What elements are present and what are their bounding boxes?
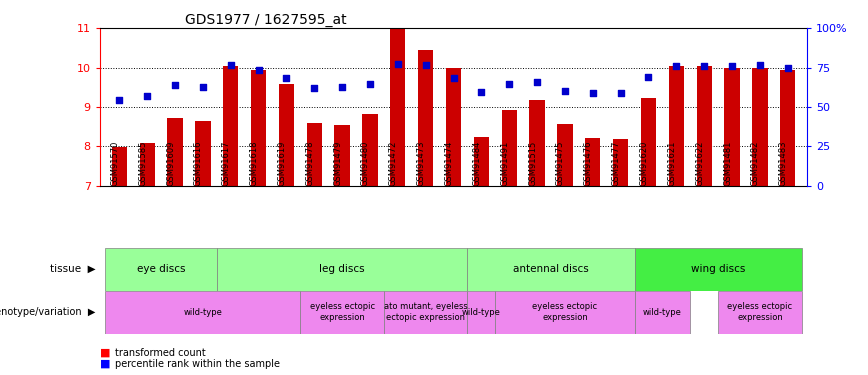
Text: percentile rank within the sample: percentile rank within the sample	[115, 359, 280, 369]
Bar	[279, 84, 294, 186]
Text: wild-type: wild-type	[462, 308, 501, 316]
Text: ■: ■	[100, 348, 110, 357]
Point	[781, 64, 795, 70]
Text: leg discs: leg discs	[319, 264, 365, 274]
Bar	[668, 66, 684, 186]
Point	[753, 62, 766, 68]
Point	[168, 82, 182, 88]
Text: GDS1977 / 1627595_at: GDS1977 / 1627595_at	[185, 13, 346, 27]
Bar	[334, 124, 350, 186]
Text: eyeless ectopic
expression: eyeless ectopic expression	[532, 303, 597, 322]
Point	[530, 80, 544, 86]
Text: eyeless ectopic
expression: eyeless ectopic expression	[310, 303, 375, 322]
Point	[252, 67, 266, 73]
Point	[446, 75, 460, 81]
Point	[224, 62, 238, 68]
Point	[363, 81, 377, 87]
Bar	[112, 147, 127, 186]
Text: eyeless ectopic
expression: eyeless ectopic expression	[727, 303, 792, 322]
Bar	[696, 66, 712, 186]
Point	[558, 88, 572, 94]
Point	[697, 63, 711, 69]
Bar	[391, 28, 405, 186]
Bar	[418, 50, 433, 186]
Bar	[635, 248, 802, 291]
Point	[196, 84, 210, 90]
Bar	[468, 291, 496, 334]
Bar	[217, 248, 468, 291]
Bar	[557, 124, 573, 186]
Text: genotype/variation  ▶: genotype/variation ▶	[0, 307, 95, 317]
Bar	[474, 137, 489, 186]
Bar	[641, 98, 656, 186]
Bar	[585, 138, 601, 186]
Bar	[300, 291, 384, 334]
Point	[112, 97, 126, 103]
Bar	[780, 70, 795, 186]
Bar	[496, 291, 635, 334]
Point	[391, 60, 404, 67]
Bar	[362, 114, 378, 186]
Bar	[195, 121, 211, 186]
Bar	[223, 66, 239, 186]
Point	[475, 89, 489, 95]
Text: tissue  ▶: tissue ▶	[49, 264, 95, 274]
Bar	[635, 291, 690, 334]
Text: wild-type: wild-type	[183, 308, 222, 316]
Bar	[718, 291, 802, 334]
Bar	[384, 291, 468, 334]
Bar	[753, 68, 767, 186]
Bar	[140, 144, 155, 186]
Bar	[306, 123, 322, 186]
Point	[418, 62, 432, 68]
Point	[725, 63, 739, 69]
Point	[141, 93, 155, 99]
Point	[307, 85, 321, 91]
Point	[279, 75, 293, 81]
Point	[335, 84, 349, 90]
Point	[503, 81, 516, 87]
Text: ato mutant, eyeless
ectopic expression: ato mutant, eyeless ectopic expression	[384, 303, 468, 322]
Point	[669, 63, 683, 69]
Bar	[105, 291, 300, 334]
Point	[586, 90, 600, 96]
Text: eye discs: eye discs	[137, 264, 186, 274]
Bar	[613, 139, 628, 186]
Text: transformed count: transformed count	[115, 348, 207, 357]
Text: ■: ■	[100, 359, 110, 369]
Bar	[502, 110, 516, 186]
Bar	[251, 70, 266, 186]
Bar	[725, 68, 740, 186]
Text: antennal discs: antennal discs	[513, 264, 589, 274]
Bar	[529, 100, 545, 186]
Bar	[468, 248, 635, 291]
Bar	[168, 117, 182, 186]
Bar	[105, 248, 217, 291]
Bar	[446, 68, 461, 186]
Point	[614, 90, 628, 96]
Text: wild-type: wild-type	[643, 308, 682, 316]
Text: wing discs: wing discs	[691, 264, 746, 274]
Point	[641, 74, 655, 80]
